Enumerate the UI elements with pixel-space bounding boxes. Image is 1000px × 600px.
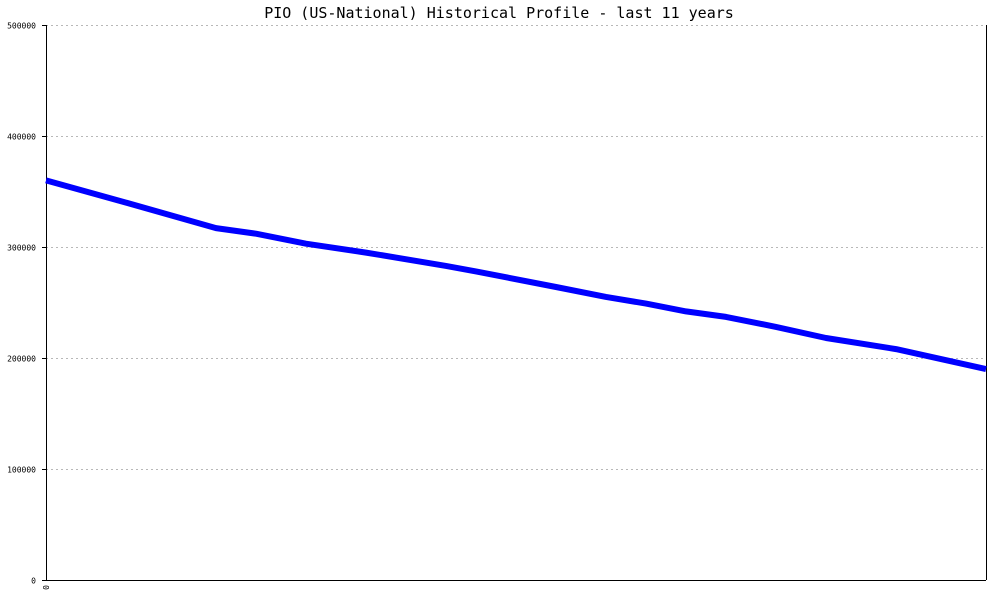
y-tick-label: 0 xyxy=(31,577,36,586)
y-tick-label: 200000 xyxy=(7,355,36,364)
y-tick-label: 100000 xyxy=(7,466,36,475)
series-layer xyxy=(45,177,987,373)
tick-labels: 0 100000 200000 300000 400000 500000 0 xyxy=(7,22,51,590)
axes xyxy=(42,25,987,581)
y-tick-label: 500000 xyxy=(7,22,36,31)
y-tick-label: 400000 xyxy=(7,133,36,142)
y-tick-label: 300000 xyxy=(7,244,36,253)
grid-lines xyxy=(46,25,986,470)
series-line xyxy=(45,177,987,373)
chart-title: PIO (US-National) Historical Profile - l… xyxy=(264,4,734,22)
x-tick-label: 0 xyxy=(42,585,51,590)
